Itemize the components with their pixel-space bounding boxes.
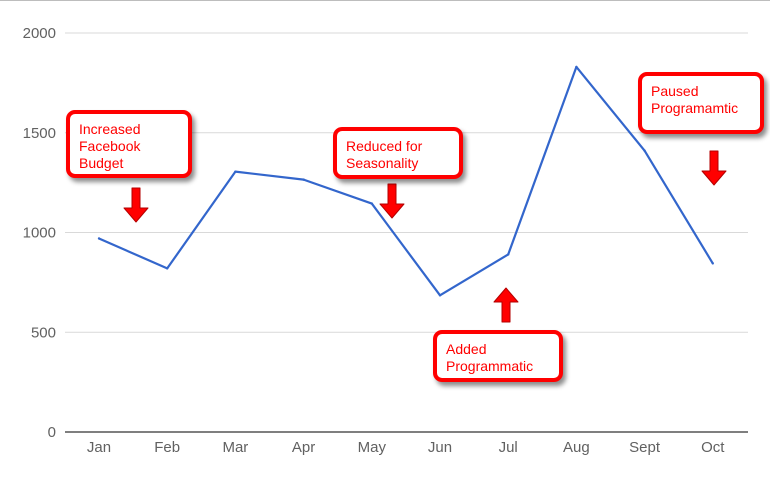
y-tick-label: 1000: [23, 225, 56, 242]
arrow-icon: [701, 150, 727, 186]
data-point: [711, 262, 714, 265]
data-point: [438, 294, 442, 297]
x-tick-label: Apr: [292, 439, 315, 456]
annotation-arrow: [493, 287, 519, 323]
data-point: [234, 170, 237, 173]
data-point: [370, 202, 373, 205]
x-tick-label: Mar: [222, 439, 248, 456]
y-tick-label: 0: [48, 424, 56, 441]
x-tick-label: Aug: [563, 439, 590, 456]
series-line: [98, 65, 714, 297]
x-tick-label: Jun: [428, 439, 452, 456]
y-tick-label: 500: [31, 324, 56, 341]
data-point: [97, 237, 101, 240]
x-tick-label: Sept: [629, 439, 661, 456]
data-point: [507, 253, 510, 256]
data-point: [302, 178, 305, 181]
annotation-arrow: [701, 150, 727, 186]
annotation-arrow: [379, 183, 405, 219]
top-border: [0, 0, 770, 1]
x-tick-label: Jan: [87, 439, 111, 456]
annotation-reduced-for-seasonality: Reduced for Seasonality: [333, 127, 463, 179]
arrow-icon: [493, 287, 519, 323]
x-tick-label: Jul: [499, 439, 518, 456]
x-tick-label: Feb: [154, 439, 180, 456]
data-point: [166, 267, 169, 270]
data-point: [643, 149, 646, 152]
x-tick-label: May: [358, 439, 387, 456]
annotation-added-programmatic: Added Programmatic: [433, 330, 563, 382]
annotation-arrow: [123, 187, 149, 223]
annotation-paused-programmatic: Paused Programamtic: [638, 72, 764, 134]
y-tick-label: 2000: [23, 25, 56, 42]
arrow-icon: [123, 187, 149, 223]
arrow-icon: [379, 183, 405, 219]
data-point: [575, 65, 578, 69]
x-tick-label: Oct: [701, 439, 725, 456]
y-tick-label: 1500: [23, 125, 56, 142]
annotation-increased-facebook-budget: Increased Facebook Budget: [66, 110, 192, 178]
